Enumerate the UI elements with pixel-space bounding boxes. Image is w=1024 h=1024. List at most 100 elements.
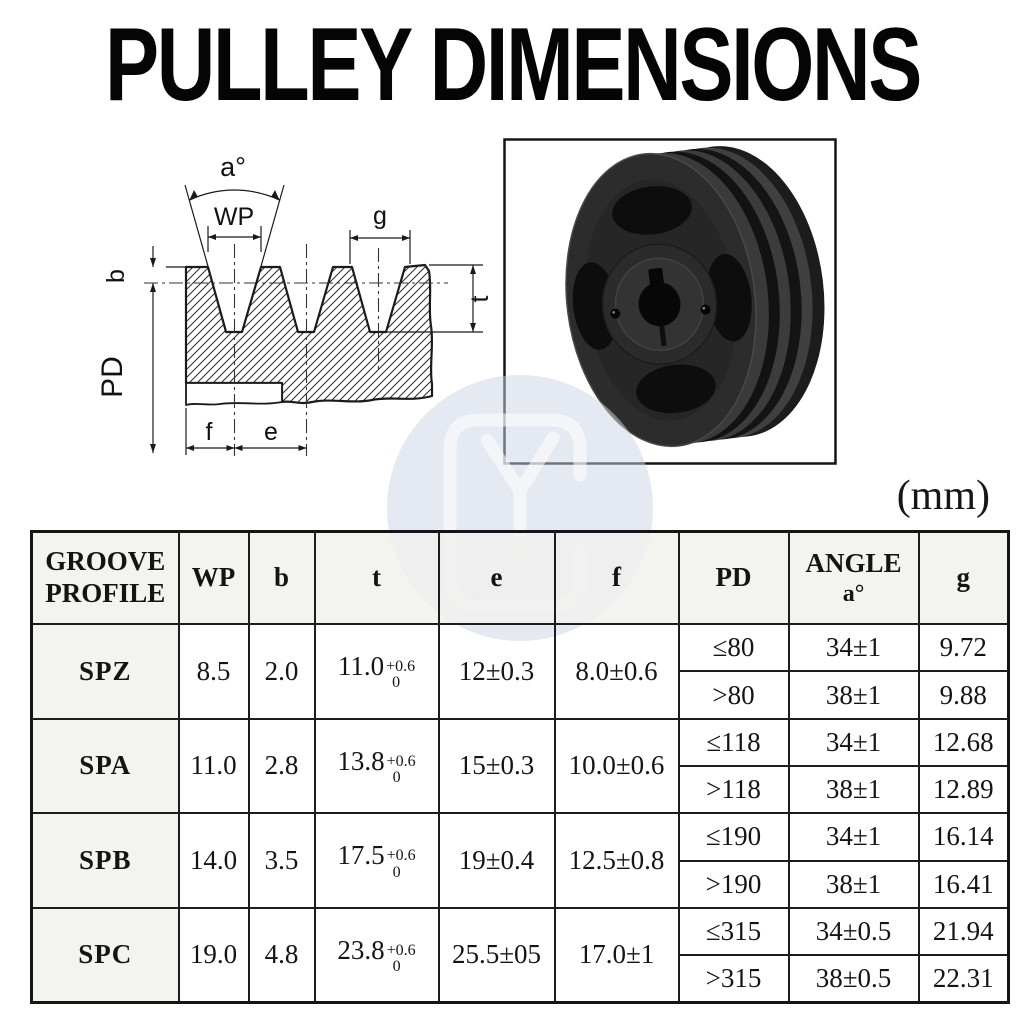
header-e: e: [437, 530, 556, 626]
label-angle: a°: [220, 152, 246, 182]
dimension-arrows: [150, 190, 476, 453]
cell-t: 13.8 +0.6 0: [313, 717, 440, 815]
cell-pd: >190: [677, 859, 790, 909]
t-tol-upper: +0.6: [386, 941, 416, 959]
cell-angle: 38±1: [787, 764, 920, 815]
cell-e: 19±0.4: [437, 812, 556, 909]
pulley-photo: [503, 138, 837, 465]
cell-g: 22.31: [917, 954, 1010, 1004]
header-angle-line2: a°: [842, 580, 865, 607]
cell-g: 21.94: [917, 906, 1010, 957]
cell-g: 12.68: [917, 717, 1010, 767]
page-title: PULLEY DIMENSIONS: [0, 6, 1024, 124]
groove-cross-section-diagram: a° WP g b PD t f e: [96, 152, 494, 456]
cell-pd: ≤190: [677, 812, 790, 862]
header-pd: PD: [677, 530, 790, 626]
cell-g: 12.89: [917, 764, 1010, 815]
cell-b: 3.5: [247, 812, 316, 909]
cell-e: 12±0.3: [437, 623, 556, 720]
cell-wp: 8.5: [177, 623, 250, 720]
cell-pd: ≤315: [677, 906, 790, 957]
table-row: SPC 19.0 4.8 23.8 +0.6 0 25.5±05 17.0±1 ≤3…: [30, 906, 1010, 1004]
pulley-spec-table: GROOVE PROFILE WP b t e f PD ANGLE a° g …: [30, 530, 1010, 1004]
header-t: t: [313, 530, 440, 626]
cell-wp: 19.0: [177, 906, 250, 1004]
cell-f: 17.0±1: [553, 906, 680, 1004]
header-wp: WP: [177, 530, 250, 626]
cell-profile: SPZ: [30, 623, 180, 720]
cell-f: 8.0±0.6: [553, 623, 680, 720]
cell-pd: >80: [677, 670, 790, 720]
cell-wp: 11.0: [177, 717, 250, 815]
t-value: 13.8: [337, 745, 385, 776]
center-lines: [144, 244, 448, 456]
t-tol-upper: +0.6: [386, 847, 416, 865]
label-b: b: [102, 269, 130, 283]
label-e: e: [264, 418, 278, 446]
label-g: g: [373, 202, 387, 230]
header-f: f: [553, 530, 680, 626]
cell-angle: 38±1: [787, 670, 920, 720]
cell-angle: 34±1: [787, 623, 920, 673]
t-tol-upper: +0.6: [386, 752, 416, 770]
t-tolerance: +0.6 0: [386, 941, 416, 976]
table-row: >80 38±1 9.88: [32, 670, 1010, 720]
header-angle-line1: ANGLE: [805, 547, 902, 578]
cell-profile: SPB: [30, 812, 180, 909]
t-tolerance: +0.6 0: [386, 847, 416, 881]
page-title-text: PULLEY DIMENSIONS: [104, 6, 921, 123]
header-groove-profile: GROOVE PROFILE: [30, 530, 180, 626]
label-wp: WP: [214, 203, 254, 231]
t-tol-lower: 0: [392, 863, 401, 881]
header-groove-line2: PROFILE: [45, 578, 166, 609]
table-row: >315 38±0.5 22.31: [32, 954, 1010, 1004]
cell-profile: SPA: [30, 717, 180, 815]
table-row: SPZ 8.5 2.0 11.0 +0.6 0 12±0.3 8.0±0.6 ≤80…: [30, 623, 1010, 720]
label-f: f: [206, 418, 213, 446]
label-pd: PD: [96, 356, 129, 398]
label-t: t: [466, 295, 494, 302]
header-groove-line1: GROOVE: [45, 546, 166, 577]
dimension-lines: [152, 184, 483, 455]
header-angle: ANGLE a°: [787, 530, 920, 626]
cell-g: 16.14: [917, 812, 1010, 862]
table-row: SPA 11.0 2.8 13.8 +0.6 0 15±0.3 10.0±0.6 ≤…: [30, 717, 1010, 815]
cell-pd: ≤118: [677, 717, 790, 767]
header-g: g: [917, 530, 1010, 626]
cell-b: 2.0: [247, 623, 316, 720]
cell-b: 4.8: [247, 906, 316, 1004]
unit-label: (mm): [896, 473, 990, 519]
cell-b: 2.8: [247, 717, 316, 815]
t-tolerance: +0.6 0: [386, 658, 416, 692]
cell-t: 17.5 +0.6 0: [313, 812, 440, 909]
t-tol-upper: +0.6: [386, 658, 416, 676]
cell-e: 25.5±05: [437, 906, 556, 1004]
cell-g: 9.72: [917, 623, 1010, 673]
cell-angle: 34±1: [787, 717, 920, 767]
cell-wp: 14.0: [177, 812, 250, 909]
cell-angle: 38±0.5: [787, 954, 920, 1004]
table-row: >118 38±1 12.89: [32, 764, 1010, 815]
table-row: SPB 14.0 3.5 17.5 +0.6 0 19±0.4 12.5±0.8 ≤…: [30, 812, 1010, 909]
pulley-wheel: [565, 146, 825, 448]
t-value: 11.0: [337, 651, 385, 682]
cell-t: 23.8 +0.6 0: [313, 906, 440, 1004]
cell-f: 10.0±0.6: [553, 717, 680, 815]
cell-g: 9.88: [917, 670, 1010, 720]
header-b: b: [247, 530, 316, 626]
cell-profile: SPC: [30, 906, 180, 1004]
t-tolerance: +0.6 0: [386, 752, 416, 787]
t-tol-lower: 0: [392, 957, 401, 975]
cell-pd: >315: [677, 954, 790, 1004]
t-tol-lower: 0: [392, 768, 401, 786]
cell-f: 12.5±0.8: [553, 812, 680, 909]
diagram-labels: a° WP g b PD t f e: [96, 152, 494, 446]
t-value: 23.8: [337, 934, 385, 965]
table-row: >190 38±1 16.41: [32, 859, 1010, 909]
cell-angle: 38±1: [787, 859, 920, 909]
cell-g: 16.41: [917, 859, 1010, 909]
t-value: 17.5: [337, 840, 385, 871]
t-tol-lower: 0: [392, 674, 401, 692]
cell-pd: >118: [677, 764, 790, 815]
